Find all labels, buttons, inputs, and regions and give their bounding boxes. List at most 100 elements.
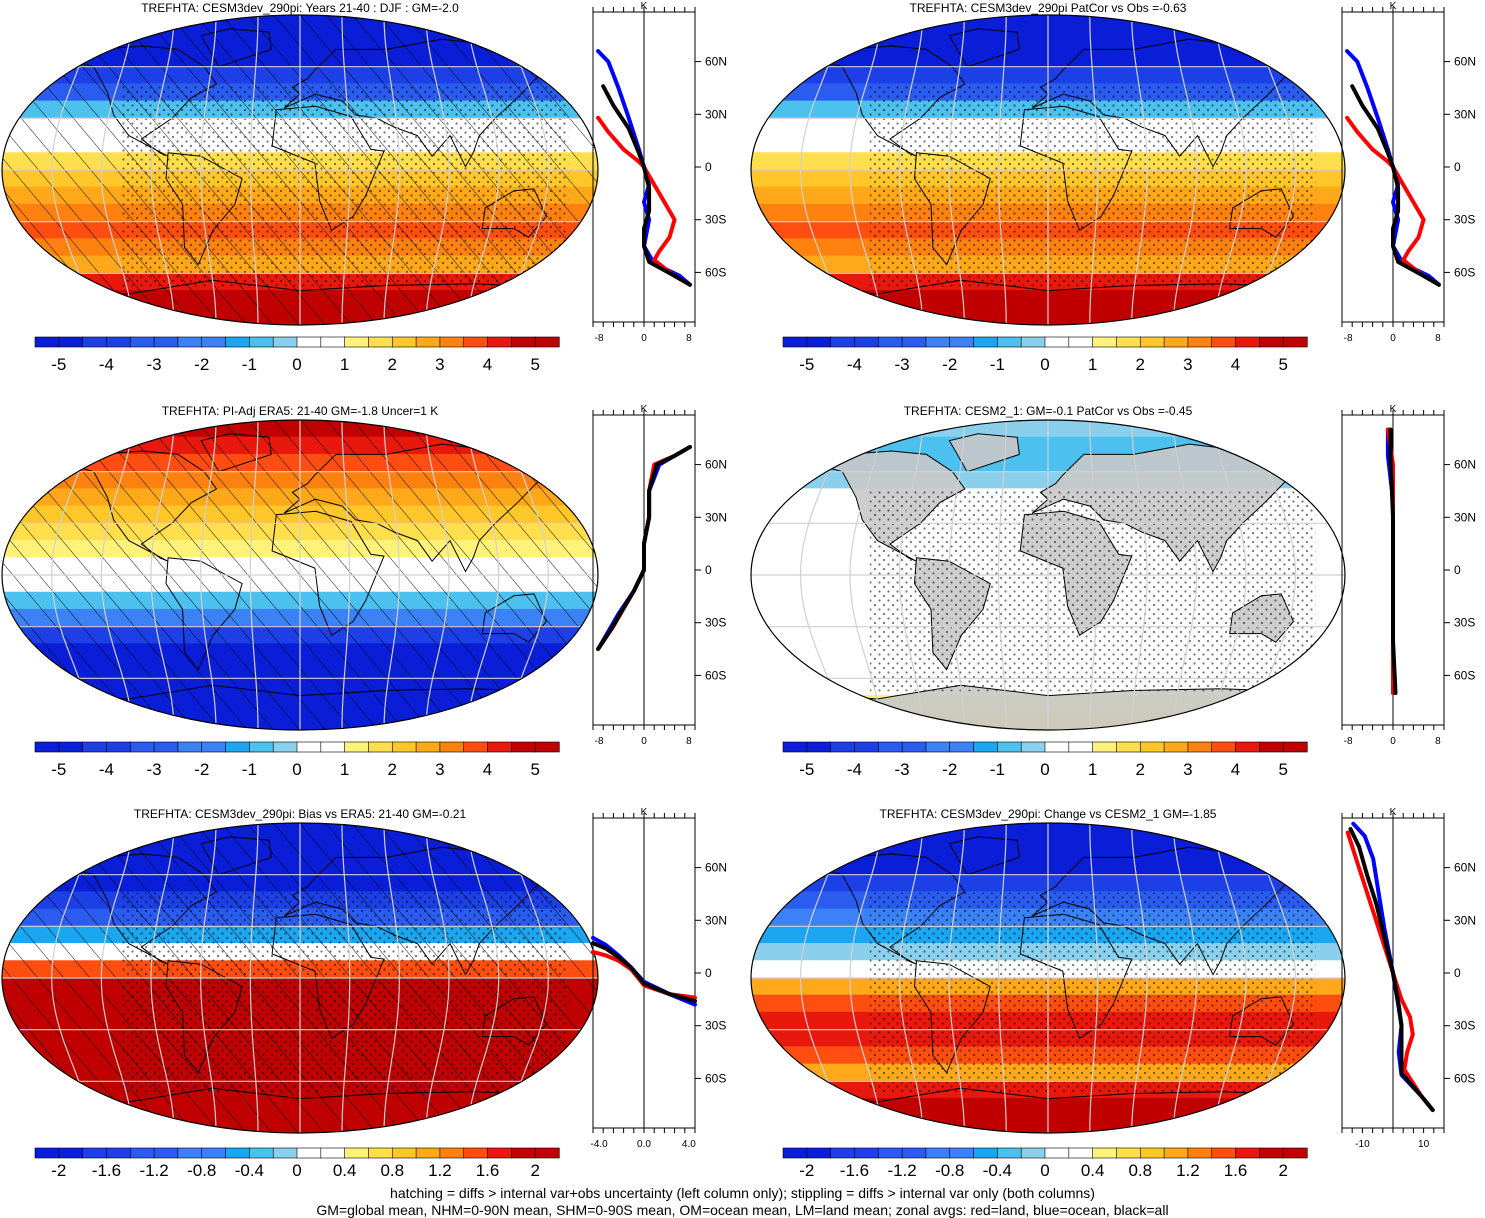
map-field — [751, 15, 1345, 325]
colorbar-cell — [1068, 741, 1094, 753]
colorbar-cell — [1235, 741, 1260, 753]
profile-x-tick: 8 — [686, 736, 692, 747]
footer-note-hatching: hatching = diffs > internal var+obs unce… — [390, 1185, 1095, 1201]
profile-lat-tick: 0 — [705, 563, 712, 577]
colorbar-cell — [854, 741, 879, 753]
profile-x-tick: 0 — [1390, 333, 1396, 344]
colorbar-tick-label: 1.6 — [476, 1161, 500, 1180]
colorbar-tick-label: 1 — [1088, 760, 1097, 779]
colorbar-tick-label: -5 — [51, 760, 66, 779]
stippling-overlay — [869, 489, 1316, 692]
colorbar-tick-label: 0 — [1040, 355, 1049, 374]
colorbar-cell — [830, 741, 856, 753]
colorbar-cell — [854, 336, 879, 348]
zonal-profile-3: K 60N 30N 0 30S 60S -8 0 8 — [592, 404, 727, 747]
colorbar-tick-label: -4 — [847, 760, 862, 779]
profile-lat-tick: 30N — [1454, 107, 1476, 121]
colorbar-cell — [806, 336, 832, 348]
colorbar-cell — [296, 336, 322, 348]
profile-series-line — [1345, 115, 1441, 287]
colorbar-cell — [901, 741, 927, 753]
colorbar-cell — [58, 741, 84, 753]
colorbar-tick-label: -1 — [242, 760, 257, 779]
colorbar-cell — [1044, 336, 1070, 348]
colorbar-tick-label: -4 — [847, 355, 862, 374]
profile-lat-tick: 30N — [705, 913, 727, 927]
colorbar-cell — [272, 336, 298, 348]
profile-lat-tick: 60S — [705, 1071, 726, 1085]
colorbar-cell — [1211, 336, 1237, 348]
colorbar-cell — [344, 1147, 370, 1159]
map-title: TREFHTA: CESM3dev_290pi PatCor vs Obs =-… — [910, 1, 1187, 15]
colorbar-tick-label: 0.8 — [1128, 1161, 1152, 1180]
colorbar-cell — [487, 336, 512, 348]
colorbar-tick-label: 1.6 — [1224, 1161, 1248, 1180]
colorbar-tick-label: 3 — [1183, 355, 1192, 374]
colorbar-cell — [201, 1147, 227, 1159]
colorbar-cell — [511, 741, 536, 753]
colorbar-tick-label: -1 — [242, 355, 257, 374]
colorbar-cell — [1139, 1147, 1165, 1159]
colorbar-cell — [225, 1147, 250, 1159]
colorbar-cell — [782, 741, 808, 753]
colorbar-tick-label: 0 — [1040, 1161, 1049, 1180]
colorbar-cell — [177, 336, 203, 348]
zonal-profile-5: K 60N 30N 0 30S 60S -4.0 0.0 4.0 — [591, 807, 728, 1150]
profile-x-tick: -10 — [1355, 1139, 1370, 1150]
colorbar-tick-label: 5 — [530, 760, 539, 779]
colorbar-cell — [201, 741, 227, 753]
colorbar-cell — [487, 1147, 512, 1159]
colorbar-cell — [391, 741, 417, 753]
colorbar-cell — [973, 741, 998, 753]
profile-x-tick: 4.0 — [682, 1139, 696, 1150]
colorbar-cell — [854, 1147, 879, 1159]
map-panel-1: TREFHTA: CESM3dev_290pi: Years 21-40 : D… — [1, 1, 599, 326]
colorbar-cell — [1116, 741, 1141, 753]
colorbar-tick-label: -1 — [990, 355, 1005, 374]
profile-series-line — [1348, 827, 1435, 1112]
colorbar-cell — [1116, 1147, 1141, 1159]
colorbar-cell — [368, 741, 393, 753]
colorbar-cell — [34, 741, 60, 753]
colorbar-cell — [153, 741, 179, 753]
colorbar-cell — [249, 1147, 274, 1159]
map-panel-5: TREFHTA: CESM3dev_290pi: Bias vs ERA5: 2… — [1, 807, 599, 1134]
colorbar-cell — [830, 336, 856, 348]
colorbar-cell — [534, 741, 560, 753]
map-field — [2, 420, 598, 730]
unit-label: K — [1390, 404, 1397, 415]
colorbar-tick-label: 0 — [292, 355, 301, 374]
colorbar-cell — [1092, 1147, 1118, 1159]
map-panel-6: TREFHTA: CESM3dev_290pi: Change vs CESM2… — [750, 807, 1346, 1134]
map-border — [1, 419, 599, 731]
profile-lat-tick: 30N — [1454, 913, 1476, 927]
colorbar-cell — [249, 336, 274, 348]
profile-x-tick: 8 — [1435, 333, 1441, 344]
unit-label: K — [641, 404, 648, 415]
colorbar-tick-label: 1 — [340, 760, 349, 779]
colorbar-cell — [368, 1147, 393, 1159]
colorbar-tick-label: 2 — [388, 760, 397, 779]
colorbar-cell — [1282, 1147, 1308, 1159]
profile-lat-tick: 60N — [705, 861, 727, 875]
colorbar-tick-label: -0.4 — [235, 1161, 264, 1180]
colorbar-tick-label: 0 — [1040, 760, 1049, 779]
profile-lat-tick: 30N — [705, 510, 727, 524]
colorbar-cell — [153, 1147, 179, 1159]
colorbar-cell — [1282, 741, 1308, 753]
colorbar-cell — [1020, 336, 1046, 348]
profile-lat-tick: 30N — [705, 107, 727, 121]
colorbar-tick-label: 0 — [292, 760, 301, 779]
colorbar-cell — [877, 1147, 903, 1159]
colorbar-tick-label: -5 — [51, 355, 66, 374]
colorbar-tick-label: 3 — [1183, 760, 1192, 779]
profile-x-tick: -8 — [1344, 736, 1353, 747]
colorbar-cell — [1116, 336, 1141, 348]
colorbar-cell — [511, 1147, 536, 1159]
colorbar-cell — [129, 336, 155, 348]
colorbar-cell — [949, 336, 975, 348]
colorbar-cell — [1092, 336, 1118, 348]
colorbar-cell — [320, 336, 346, 348]
colorbar-tick-label: -1.2 — [887, 1161, 916, 1180]
colorbar-cell — [225, 336, 250, 348]
